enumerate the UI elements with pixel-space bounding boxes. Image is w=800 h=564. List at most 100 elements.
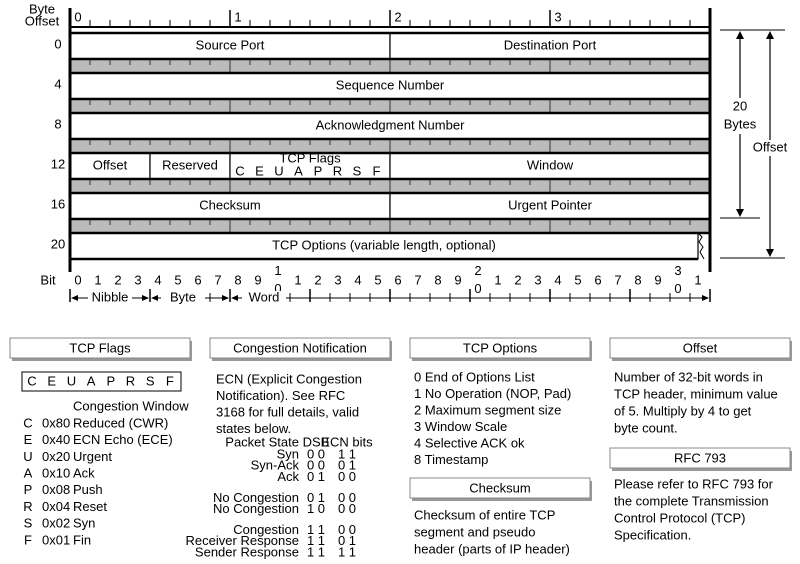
table-header: DSB [303,434,330,449]
bit-number: 9 [254,272,261,287]
panel-title-bar [409,477,591,499]
bit-number: 2 [314,272,321,287]
panel-text: states below. [216,421,291,436]
table-header: Packet State [225,434,299,449]
field-label: Source Port [196,37,265,52]
bit-number: 6 [394,272,401,287]
table-cell: 1 1 [307,522,325,537]
row-offset: 12 [51,156,65,171]
table-cell: 0 0 [307,446,325,461]
torn-edge [697,232,705,260]
table-header: ECN bits [321,434,373,449]
flag-code: 0x08 [42,482,70,497]
byte-number: 2 [394,9,401,24]
flag-description: Fin [73,532,91,547]
byte-offset-label: Byte [29,1,55,16]
panel-text: Specification. [614,527,691,542]
flag-letter: U [67,373,76,388]
panel-text: Checksum of entire TCP [414,507,555,522]
field-label: Destination Port [504,37,597,52]
flag-letter: P [314,163,323,178]
field-label: Acknowledgment Number [316,117,466,132]
row-offset: 20 [51,236,65,251]
flag-letter: A [87,373,96,388]
panel-text: Notification). See RFC [216,388,345,403]
byte-number: 3 [554,9,561,24]
bit-number: 1 [294,272,301,287]
table-cell: 1 1 [307,545,325,560]
flag-letter: P [106,373,115,388]
byte-offset-label: Offset [25,13,60,28]
flag-letter: R [126,373,135,388]
flag-description: ECN Echo (ECE) [73,432,173,447]
table-cell: No Congestion [213,501,299,516]
flag-letter: E [24,432,33,447]
flag-code: 0x01 [42,532,70,547]
flag-letter: F [24,532,32,547]
bit-number: 4 [354,272,361,287]
table-cell: 0 0 [338,501,356,516]
bit-number: 5 [574,272,581,287]
flag-letter: A [24,466,33,481]
panel-title: Offset [683,340,718,355]
panel-text: 0 End of Options List [414,369,535,384]
flag-letter: F [373,163,381,178]
table-cell: 1 0 [307,501,325,516]
bit-number: 3 [534,272,541,287]
bit-number: 3 [134,272,141,287]
field-label: Sequence Number [336,77,445,92]
bit-number: 5 [174,272,181,287]
bit-number: 5 [374,272,381,287]
flag-letter: A [294,163,303,178]
field-label: Urgent Pointer [508,197,592,212]
panel-text: 1 No Operation (NOP, Pad) [414,386,571,401]
flag-letter: E [255,163,264,178]
table-cell: Syn-Ack [251,458,300,473]
table-cell: No Congestion [213,490,299,505]
field-label: Window [527,157,574,172]
flag-letter: S [146,373,155,388]
scale-label: Word [249,289,280,304]
panel-text: header (parts of IP header) [414,541,570,556]
byte-number: 0 [74,9,81,24]
size-annotation: Bytes [724,116,757,131]
row-offset: 16 [51,196,65,211]
flag-letter: C [27,373,36,388]
bit-number: 7 [614,272,621,287]
bit-number: 8 [434,272,441,287]
panel-text: 4 Selective ACK ok [414,435,525,450]
table-cell: 0 1 [307,469,325,484]
panel-title-bar [209,337,391,359]
scale-label: Byte [170,289,196,304]
field-label: Offset [93,157,128,172]
flag-letter: R [23,499,32,514]
flag-letter: U [274,163,283,178]
bit-number: 0 [74,272,81,287]
bit-number: 1 [494,272,501,287]
scale-label: Nibble [92,289,129,304]
table-cell: Syn [277,446,299,461]
panel-text: 8 Timestamp [414,452,488,467]
label-bg [88,291,132,305]
bit-number: 9 [454,272,461,287]
panel-title-bar [609,447,791,469]
field [389,32,711,60]
field [69,192,391,220]
flag-letter: S [353,163,362,178]
panel-title: Congestion Notification [233,340,367,355]
bit-number: 8 [234,272,241,287]
panel-title-bar [609,337,791,359]
table-cell: 0 1 [307,490,325,505]
flag-code: 0x20 [42,449,70,464]
bit-number: 2 [514,272,521,287]
flag-letter: R [333,163,342,178]
table-cell: 0 0 [307,458,325,473]
panel-text: 3 Window Scale [414,419,507,434]
flag-letter: C [235,163,244,178]
bit-number: 1 [694,272,701,287]
table-cell: 1 1 [307,533,325,548]
flag-code: 0x40 [42,432,70,447]
field [69,72,711,100]
field-label: TCP Options (variable length, optional) [272,237,496,252]
